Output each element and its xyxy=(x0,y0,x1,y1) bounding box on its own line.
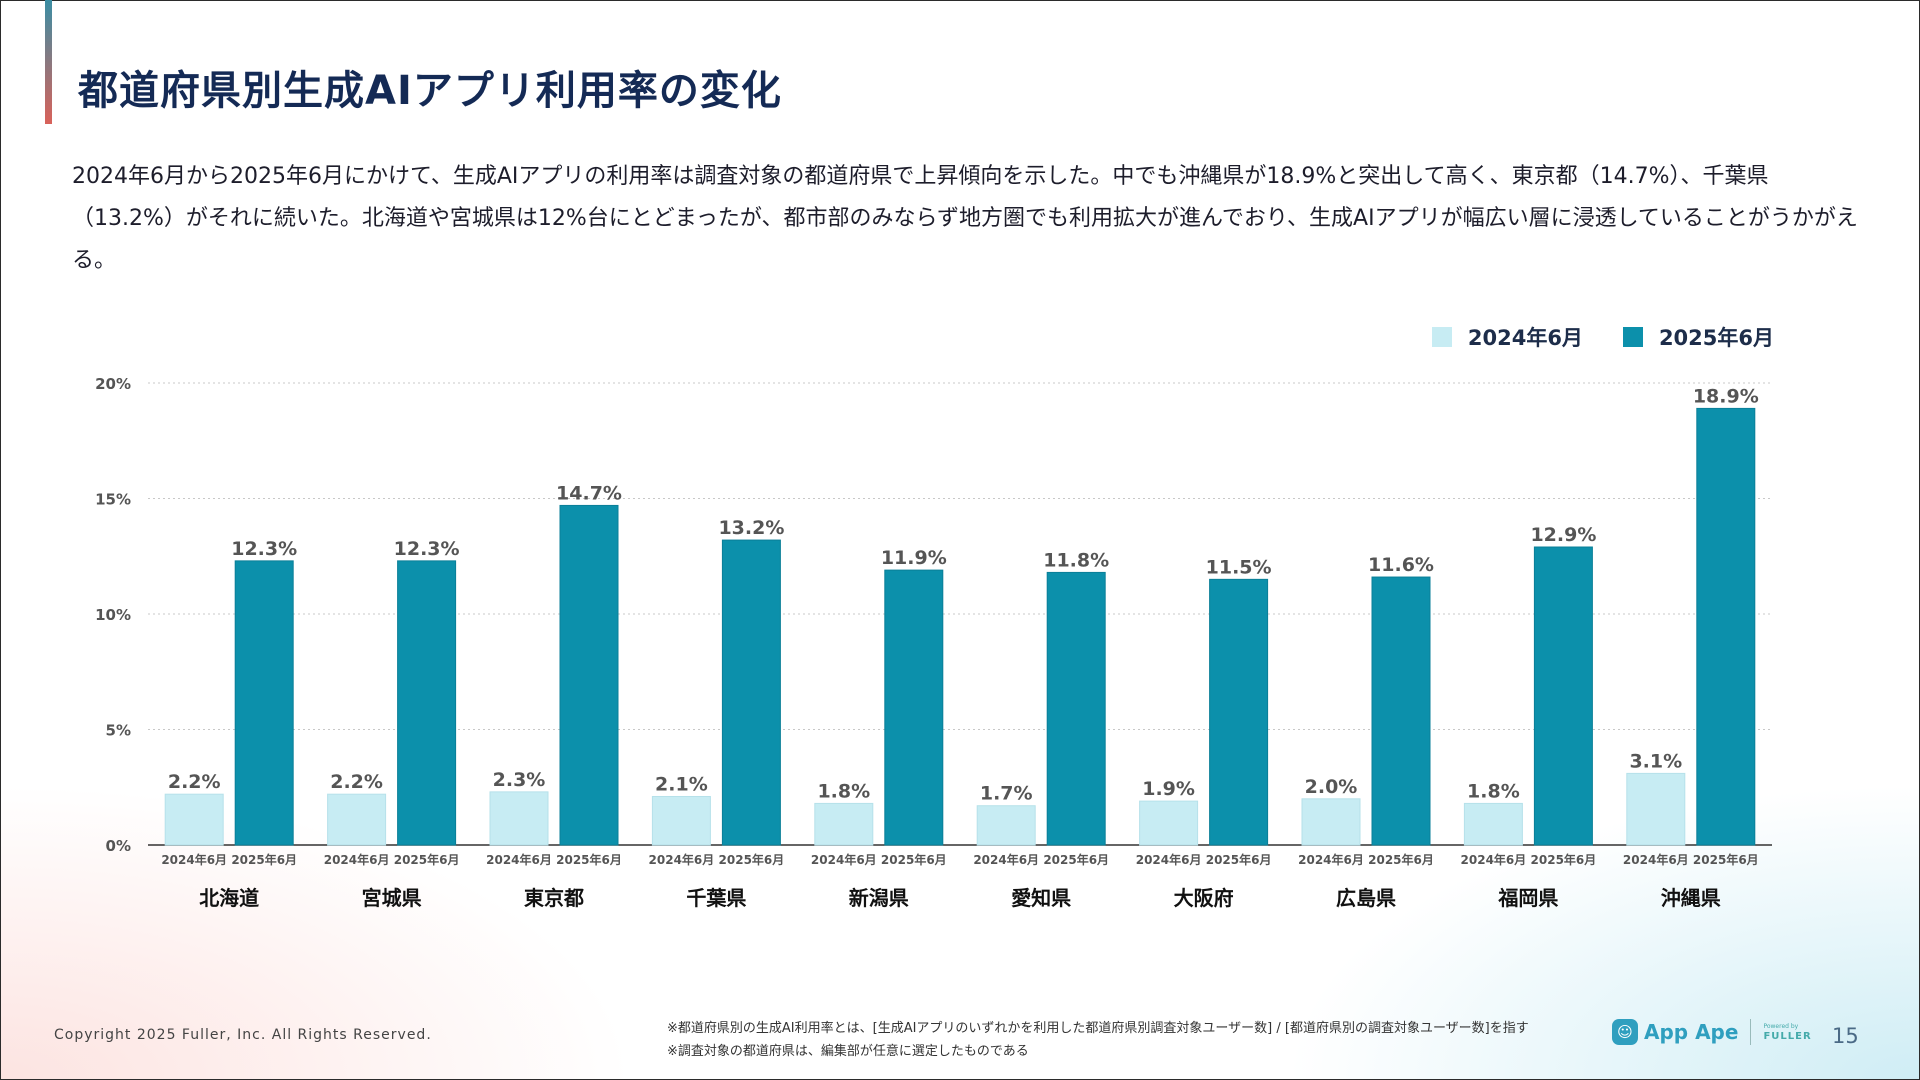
bar xyxy=(559,504,619,846)
powered-by-label: Powered by xyxy=(1763,1023,1799,1030)
bar xyxy=(489,791,549,846)
brand-logo: ☺ App Ape Powered by FULLER xyxy=(1612,1019,1812,1045)
bar xyxy=(814,802,874,846)
x-sub-label: 2025年6月 xyxy=(556,852,622,867)
bar xyxy=(397,560,457,846)
data-label: 11.8% xyxy=(1043,549,1109,571)
x-sub-label: 2024年6月 xyxy=(324,852,390,867)
x-sub-label: 2024年6月 xyxy=(1623,852,1689,867)
x-sub-label: 2025年6月 xyxy=(394,852,460,867)
x-sub-label: 2024年6月 xyxy=(649,852,715,867)
brand-divider xyxy=(1750,1019,1752,1045)
chart-legend: 2024年6月 2025年6月 xyxy=(1431,322,1774,352)
x-sub-label: 2024年6月 xyxy=(1461,852,1527,867)
x-sub-label: 2025年6月 xyxy=(231,852,297,867)
data-label: 2.2% xyxy=(330,771,383,793)
data-label: 1.8% xyxy=(1467,780,1520,802)
data-label: 1.8% xyxy=(817,780,870,802)
legend-label-2025: 2025年6月 xyxy=(1658,326,1774,350)
x-sub-label: 2024年6月 xyxy=(486,852,552,867)
data-label: 12.3% xyxy=(394,538,460,560)
data-label: 11.5% xyxy=(1206,556,1272,578)
data-label: 12.9% xyxy=(1530,524,1596,546)
x-category-label: 千葉県 xyxy=(686,886,746,910)
data-label: 13.2% xyxy=(718,517,784,539)
x-category-label: 北海道 xyxy=(199,886,259,910)
bar xyxy=(1371,576,1431,846)
x-sub-label: 2024年6月 xyxy=(1136,852,1202,867)
y-tick-label: 15% xyxy=(95,491,131,509)
x-category-label: 沖縄県 xyxy=(1661,886,1721,910)
data-label: 2.1% xyxy=(655,773,708,795)
legend-swatch-2024 xyxy=(1431,327,1452,347)
footnote-2: ※調査対象の都道府県は、編集部が任意に選定したものである xyxy=(667,1044,1029,1059)
footnotes: ※都道府県別の生成AI利用率とは、[生成AIアプリのいずれかを利用した都道府県別… xyxy=(667,1017,1529,1063)
legend-item-2024: 2024年6月 xyxy=(1431,322,1583,352)
x-category-label: 新潟県 xyxy=(849,886,909,910)
bar xyxy=(651,795,711,846)
legend-item-2025: 2025年6月 xyxy=(1622,322,1774,352)
data-label: 2.3% xyxy=(493,769,546,791)
bar xyxy=(1533,546,1593,846)
bar xyxy=(1139,800,1199,846)
x-category-label: 福岡県 xyxy=(1497,886,1558,910)
data-label: 11.9% xyxy=(881,547,947,569)
data-label: 14.7% xyxy=(556,482,622,504)
y-tick-label: 10% xyxy=(95,606,131,624)
x-category-label: 愛知県 xyxy=(1011,886,1071,910)
x-category-label: 宮城県 xyxy=(362,886,422,910)
bar xyxy=(1301,798,1361,846)
x-sub-label: 2024年6月 xyxy=(1298,852,1364,867)
bar xyxy=(976,805,1036,846)
x-sub-label: 2024年6月 xyxy=(161,852,227,867)
data-label: 1.9% xyxy=(1142,778,1195,800)
bar xyxy=(164,793,224,846)
bar xyxy=(1046,571,1106,846)
data-label: 2.0% xyxy=(1305,776,1358,798)
data-label: 12.3% xyxy=(231,538,297,560)
title-accent-bar xyxy=(45,0,52,124)
copyright-text: Copyright 2025 Fuller, Inc. All Rights R… xyxy=(54,1027,432,1043)
legend-label-2024: 2024年6月 xyxy=(1467,326,1583,350)
bar xyxy=(1626,772,1686,846)
footnote-1: ※都道府県別の生成AI利用率とは、[生成AIアプリのいずれかを利用した都道府県別… xyxy=(667,1021,1529,1036)
x-category-label: 大阪府 xyxy=(1174,886,1234,910)
data-label: 2.2% xyxy=(168,771,221,793)
bar xyxy=(884,569,944,846)
x-sub-label: 2025年6月 xyxy=(1206,852,1272,867)
y-tick-label: 20% xyxy=(95,375,131,393)
fuller-label: FULLER xyxy=(1763,1031,1812,1042)
data-label: 18.9% xyxy=(1693,385,1759,407)
x-sub-label: 2025年6月 xyxy=(1693,852,1759,867)
app-ape-icon: ☺ xyxy=(1612,1019,1638,1045)
summary-text: 2024年6月から2025年6月にかけて、生成AIアプリの利用率は調査対象の都道… xyxy=(72,164,1858,273)
y-tick-label: 5% xyxy=(106,722,131,740)
x-sub-label: 2025年6月 xyxy=(1531,852,1597,867)
bar xyxy=(327,793,387,846)
bar xyxy=(1696,407,1756,846)
x-sub-label: 2024年6月 xyxy=(811,852,877,867)
page-number: 15 xyxy=(1832,1024,1859,1048)
x-category-label: 東京都 xyxy=(524,886,584,910)
brand-name: App Ape xyxy=(1644,1020,1739,1044)
bar xyxy=(721,539,781,846)
x-sub-label: 2025年6月 xyxy=(1368,852,1434,867)
bar xyxy=(1209,578,1269,846)
x-category-label: 広島県 xyxy=(1336,886,1396,910)
x-sub-label: 2025年6月 xyxy=(1043,852,1109,867)
legend-swatch-2025 xyxy=(1622,327,1643,347)
bar xyxy=(234,560,294,846)
data-label: 3.1% xyxy=(1629,750,1682,772)
page-title: 都道府県別生成AIアプリ利用率の変化 xyxy=(78,68,782,114)
data-label: 1.7% xyxy=(980,783,1033,805)
powered-by: Powered by FULLER xyxy=(1763,1022,1811,1042)
y-tick-label: 0% xyxy=(106,837,131,855)
data-label: 11.6% xyxy=(1368,554,1434,576)
x-sub-label: 2025年6月 xyxy=(719,852,785,867)
x-sub-label: 2025年6月 xyxy=(881,852,947,867)
x-sub-label: 2024年6月 xyxy=(973,852,1039,867)
bar xyxy=(1463,802,1523,846)
